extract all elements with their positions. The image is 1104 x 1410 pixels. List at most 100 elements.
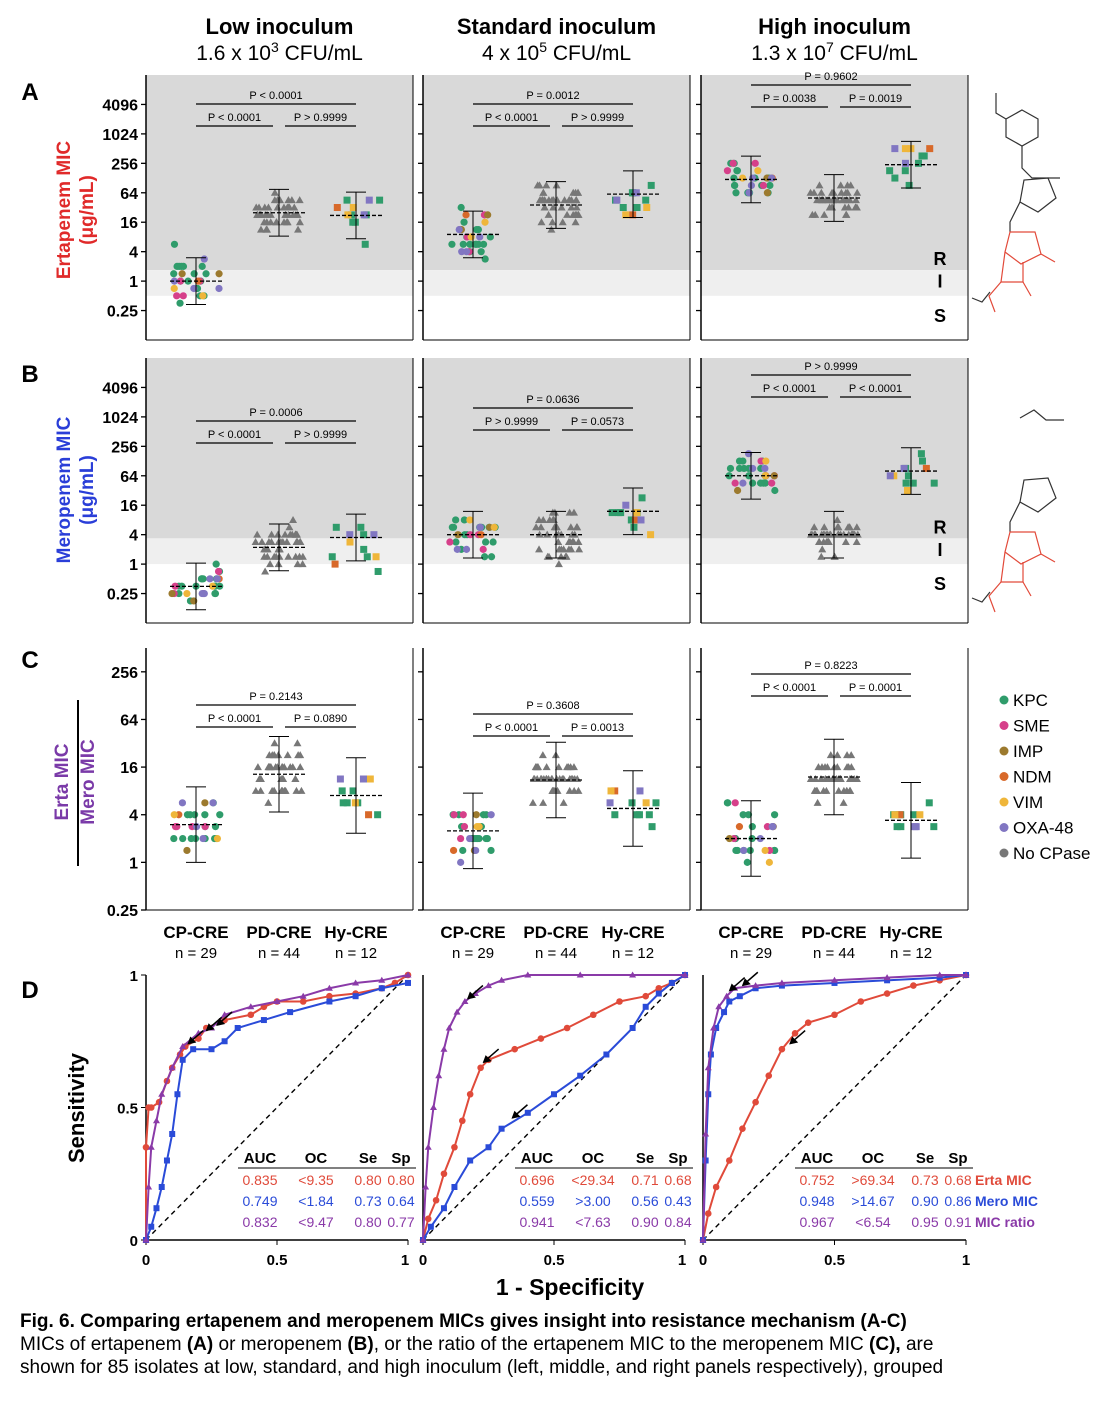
pd-cre-point [833, 751, 842, 759]
pd-cre-point [270, 739, 279, 747]
pyrrolidine-ring [1019, 477, 1057, 513]
pd-cre-point [294, 225, 303, 233]
roc-x-tick-label: 0 [699, 1252, 707, 1269]
cp-cre-point [171, 582, 179, 590]
pd-cre-point [841, 538, 850, 546]
cp-cre-point [179, 834, 187, 843]
pd-cre-point [256, 775, 265, 782]
hy-cre-point [642, 799, 650, 807]
y-tick-label: 0.25 [107, 587, 138, 604]
meropenem-structure [971, 409, 1064, 613]
roc-table-cell: 0.68 [944, 1172, 971, 1188]
pd-cre-point [550, 508, 559, 516]
roc-point [142, 1236, 150, 1243]
pd-cre-point [843, 751, 852, 759]
pd-cre-point [822, 786, 831, 794]
pvalue-label: P > 0.9999 [485, 416, 538, 428]
pd-cre-point [810, 523, 819, 531]
roc-point [451, 1184, 458, 1190]
hy-cre-point [611, 787, 619, 795]
roc-point [699, 1236, 707, 1243]
roc-curve-mero-mic [422, 974, 686, 1241]
y-tick-label: 1024 [102, 127, 138, 144]
roc-point [158, 1184, 165, 1190]
roc-table-cell: 0.90 [631, 1214, 658, 1230]
roc-point [471, 990, 479, 997]
hy-cre-point [349, 787, 357, 795]
thio-bond [1009, 501, 1021, 532]
cp-cre-point [739, 457, 747, 465]
cp-cre-point [479, 545, 487, 553]
pd-cre-point [572, 196, 581, 204]
roc-point [642, 992, 649, 1000]
cp-cre-point [460, 823, 469, 831]
hy-cre-point [896, 811, 904, 819]
y-tick-label: 4 [129, 808, 138, 825]
hy-cre-point [374, 811, 382, 819]
row-letter-A: A [21, 79, 38, 106]
cp-cre-point [190, 270, 198, 278]
roc-point [655, 990, 662, 997]
hy-cre-point [900, 464, 908, 472]
roc-table-cell: 0.43 [664, 1193, 691, 1209]
cp-cre-point [170, 240, 179, 248]
roc-table-cell: >69.34 [851, 1172, 894, 1188]
caption-ref-c: (C), [869, 1334, 901, 1355]
roc-point [752, 1098, 759, 1106]
pd-cre-point [270, 751, 279, 759]
group-label: PD-CRE [523, 923, 588, 942]
roc-point [726, 1157, 733, 1164]
roc-point [221, 1011, 229, 1018]
roc-point [440, 1205, 447, 1212]
cp-cre-point [481, 218, 489, 226]
pd-cre-point [574, 188, 583, 196]
cp-cre-point [176, 277, 185, 285]
roc-point [422, 1183, 430, 1190]
cp-cre-point [762, 457, 770, 465]
group-label: CP-CRE [718, 923, 783, 942]
hy-cre-point [638, 494, 646, 502]
pd-cre-point [540, 203, 549, 211]
hy-cre-point [918, 457, 926, 465]
pd-cre-point [544, 210, 553, 218]
pvalue-label: P < 0.0001 [485, 112, 538, 124]
hy-cre-point [636, 787, 644, 795]
group-n-label: n = 12 [612, 945, 654, 962]
pd-cre-point [256, 225, 265, 233]
cp-cre-point [771, 486, 779, 495]
cp-cre-point [763, 189, 771, 197]
roc-table-cell: <29.34 [571, 1172, 614, 1188]
pd-cre-point [571, 218, 580, 226]
roc-point [705, 1091, 712, 1098]
pvalue-label: P < 0.0001 [208, 112, 261, 124]
cp-cre-point [201, 811, 209, 819]
hy-cre-point [374, 567, 382, 575]
pd-cre-point [563, 763, 572, 771]
roc-point [299, 998, 307, 1005]
cp-cre-point [178, 270, 186, 278]
cp-cre-point [455, 225, 463, 234]
roc-point [702, 1130, 710, 1137]
hy-cre-point [914, 159, 922, 167]
cp-cre-point [446, 538, 454, 546]
subtitle-exp: 3 [271, 39, 279, 55]
roc-point [910, 982, 917, 989]
roc-x-tick-label: 1 [678, 1252, 686, 1269]
pvalue-label: P = 0.0001 [849, 682, 902, 694]
pd-cre-point [554, 763, 563, 771]
panel-B-standard: P > 0.9999 P = 0.0573 P = 0.0636 [418, 358, 691, 624]
cp-cre-point [214, 567, 223, 576]
cp-cre-point [462, 211, 470, 219]
hy-cre-point [645, 811, 653, 819]
pd-cre-point [820, 523, 829, 531]
cp-cre-point [726, 464, 735, 473]
column-subtitle-1: 4 x 105 CFU/mL [482, 39, 631, 65]
cp-cre-point [740, 464, 748, 473]
pd-cre-point [554, 560, 563, 568]
roc-table-cell: 0.84 [664, 1214, 691, 1230]
pd-cre-point [815, 538, 824, 546]
y-tick-label: 4096 [102, 380, 138, 397]
hy-cre-point [365, 811, 373, 819]
pd-cre-point [838, 196, 847, 204]
cp-cre-point [733, 167, 741, 175]
